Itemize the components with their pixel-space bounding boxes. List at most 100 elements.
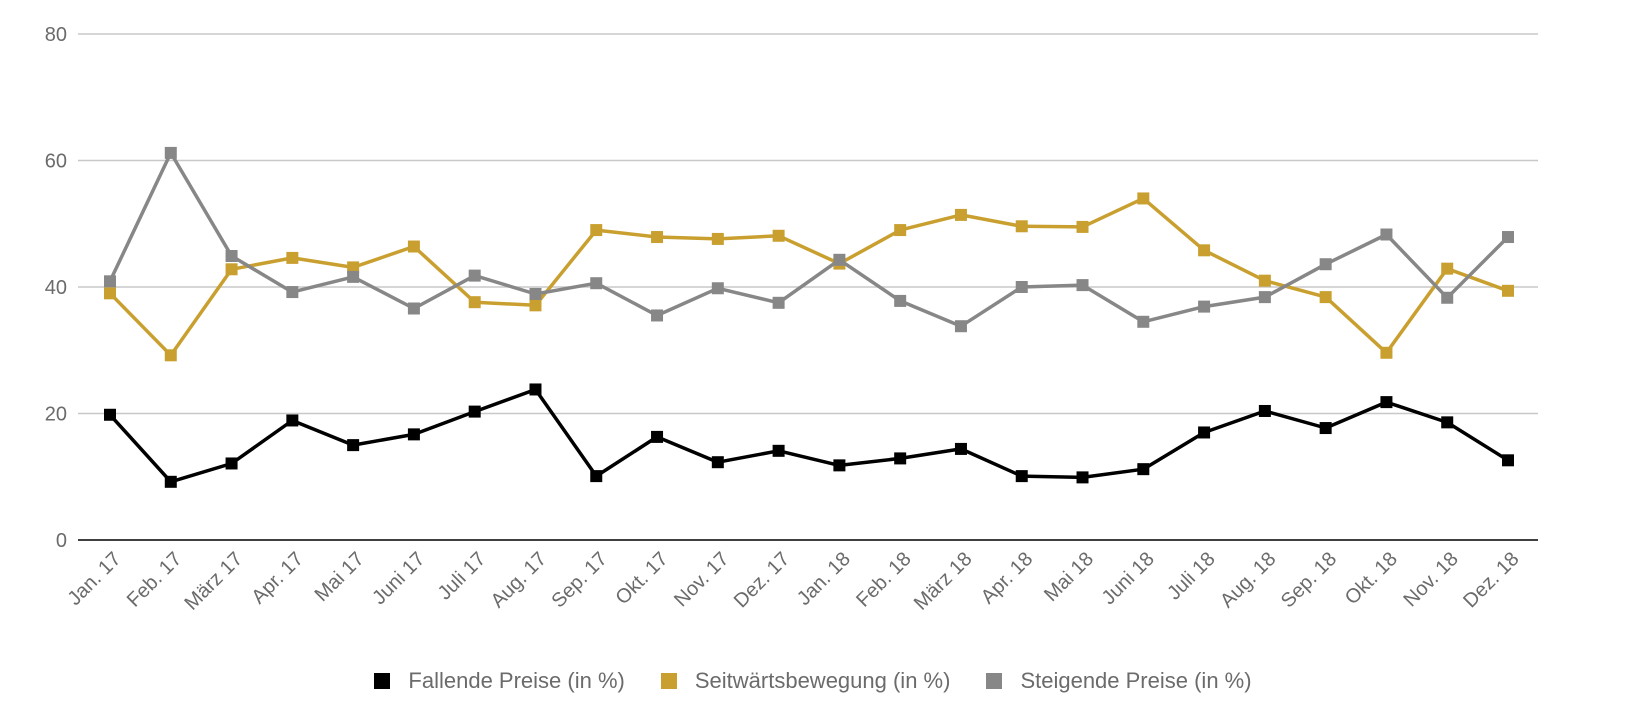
y-axis-tick-labels: 0 20 40 60 80	[45, 24, 67, 552]
data-point	[225, 263, 238, 276]
legend-label: Fallende Preise (in %)	[408, 668, 625, 693]
legend-swatch	[986, 673, 1003, 689]
data-point	[1076, 279, 1089, 292]
data-point	[468, 405, 481, 418]
x-tick-label: Nov. 18	[1400, 548, 1463, 611]
data-point	[104, 275, 116, 288]
data-point	[1380, 396, 1393, 409]
series-line	[108, 387, 1509, 484]
data-point	[164, 349, 177, 362]
data-point	[1198, 244, 1211, 257]
data-point	[1319, 422, 1332, 435]
x-tick-label: Aug. 18	[1216, 548, 1280, 612]
data-point	[347, 270, 360, 283]
x-tick-label: Feb. 18	[852, 548, 916, 612]
data-point	[590, 224, 603, 237]
data-point	[590, 470, 603, 483]
x-tick-label: Okt. 18	[1341, 548, 1402, 609]
data-point	[1076, 220, 1089, 233]
data-point	[1258, 404, 1271, 417]
data-point	[772, 229, 785, 242]
legend: Fallende Preise (in %) Seitwärtsbewegung …	[0, 668, 1626, 694]
data-point	[1441, 416, 1454, 429]
data-point	[529, 299, 542, 312]
x-tick-label: Sep. 18	[1277, 548, 1341, 612]
data-point	[651, 231, 664, 244]
y-tick-label: 60	[45, 151, 67, 173]
data-point	[1198, 300, 1211, 313]
data-point	[1076, 471, 1089, 484]
data-point	[833, 459, 846, 472]
legend-item: Seitwärtsbewegung (in %)	[660, 668, 950, 694]
data-point	[651, 309, 664, 322]
y-tick-label: 20	[45, 404, 67, 426]
x-tick-label: Juni 18	[1098, 548, 1159, 609]
data-point	[164, 475, 177, 488]
data-point	[286, 286, 299, 299]
x-tick-label: Mai 18	[1040, 548, 1098, 606]
data-point	[1015, 470, 1028, 483]
legend-item: Steigende Preise (in %)	[986, 668, 1252, 694]
data-point	[286, 414, 299, 427]
x-tick-label: Jan. 18	[793, 548, 855, 610]
data-point	[772, 444, 785, 457]
y-tick-label: 0	[56, 530, 67, 552]
x-tick-label: Dez. 17	[730, 548, 794, 612]
y-tick-label: 40	[45, 277, 67, 299]
data-point	[347, 261, 360, 274]
x-tick-label: Nov. 17	[670, 548, 733, 611]
data-point	[1319, 258, 1332, 271]
data-point	[1198, 426, 1211, 439]
series-line	[108, 196, 1509, 358]
data-point	[1015, 281, 1028, 293]
data-point	[1441, 291, 1454, 304]
x-tick-label: März 17	[180, 548, 247, 615]
data-point	[225, 250, 238, 263]
x-tick-label: Feb. 17	[123, 548, 187, 612]
data-point	[1137, 463, 1150, 476]
data-point	[1319, 291, 1332, 304]
data-point	[529, 383, 542, 396]
data-point	[711, 456, 724, 469]
data-point	[894, 224, 907, 237]
data-point	[954, 442, 967, 455]
x-tick-label: März 18	[910, 548, 977, 615]
data-point	[1502, 231, 1514, 244]
x-tick-label: Okt. 17	[611, 548, 672, 609]
data-point	[1380, 346, 1393, 359]
data-point	[1258, 291, 1271, 304]
data-point	[833, 253, 846, 266]
data-point	[954, 320, 967, 333]
legend-swatch	[660, 673, 677, 689]
series-lines	[108, 151, 1510, 484]
data-point	[468, 296, 481, 309]
data-point	[1441, 262, 1454, 275]
legend-swatch	[374, 673, 391, 689]
data-point	[711, 232, 724, 245]
x-tick-label: Dez. 18	[1459, 548, 1523, 612]
data-point	[1137, 315, 1150, 328]
series-line	[108, 151, 1510, 328]
data-point	[407, 428, 420, 441]
x-tick-label: Sep. 17	[547, 548, 611, 612]
data-point	[1502, 284, 1514, 297]
data-point	[1258, 274, 1271, 287]
data-point	[772, 296, 785, 309]
data-point	[286, 251, 299, 264]
data-point	[225, 457, 238, 470]
data-point	[347, 439, 360, 452]
x-tick-label: Jan. 17	[64, 548, 126, 610]
data-point	[651, 430, 664, 443]
data-point	[529, 287, 542, 300]
x-tick-label: Apr. 17	[248, 548, 308, 608]
data-point	[894, 452, 907, 465]
gridlines	[78, 33, 1538, 541]
data-point	[954, 208, 967, 221]
legend-label: Steigende Preise (in %)	[1020, 668, 1252, 693]
series-markers	[104, 146, 1514, 488]
data-point	[1137, 192, 1150, 205]
x-tick-label: Juli 18	[1163, 548, 1219, 604]
data-point	[590, 277, 603, 290]
